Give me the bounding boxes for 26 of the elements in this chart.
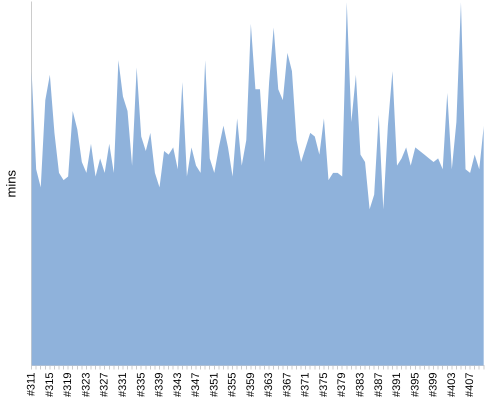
x-tick-label: #363 <box>263 372 276 398</box>
x-tick-label: #339 <box>154 372 166 398</box>
x-tick-label: #343 <box>172 372 184 398</box>
x-tick-label: #383 <box>354 372 367 398</box>
x-tick-label: #319 <box>62 372 74 398</box>
x-tick-label: #323 <box>80 372 92 398</box>
x-tick-label: #367 <box>281 372 294 398</box>
x-tick-label: #315 <box>44 372 56 398</box>
x-tick-label: #347 <box>190 372 202 398</box>
x-tick-label: #395 <box>409 372 422 398</box>
x-tick-label: #403 <box>446 372 458 398</box>
x-tick-label: #331 <box>116 372 129 398</box>
x-tick-label: #311 <box>26 372 38 396</box>
x-tick-label: #355 <box>226 372 239 398</box>
x-tick-label: #375 <box>318 372 330 398</box>
x-tick-label: #399 <box>428 372 440 398</box>
x-tick-label: #391 <box>391 372 404 398</box>
x-tick-label: #359 <box>244 372 257 398</box>
x-tick-label: #327 <box>98 372 111 398</box>
x-tick-label: #351 <box>208 372 220 398</box>
x-tick-label: #407 <box>464 372 476 398</box>
x-tick-label: #387 <box>372 372 385 398</box>
x-tick-label: #335 <box>135 372 148 398</box>
x-tick-label: #379 <box>336 372 348 398</box>
x-tick-label: #371 <box>300 372 312 398</box>
y-axis-title: mins <box>3 170 18 198</box>
